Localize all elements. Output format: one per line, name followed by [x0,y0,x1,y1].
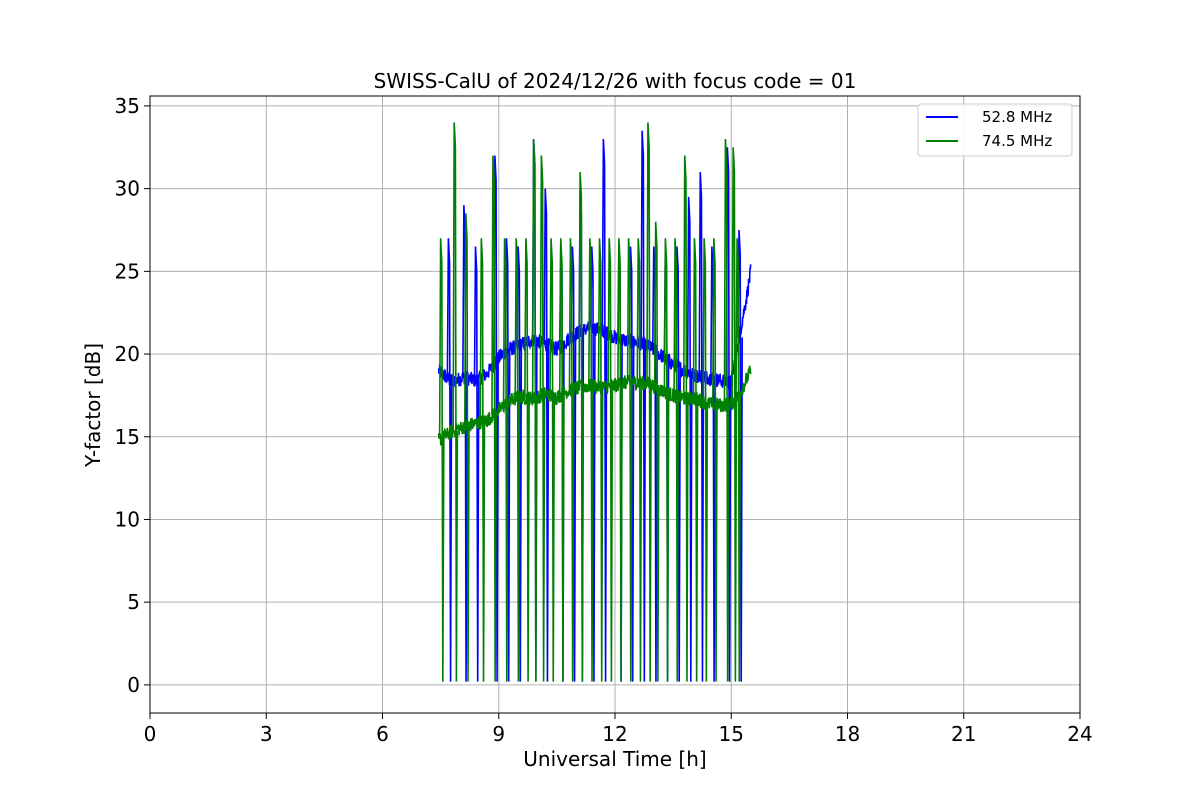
chart-title: SWISS-CalU of 2024/12/26 with focus code… [374,69,857,93]
series-spike [698,172,705,682]
series-spike [543,188,550,682]
series-spike [568,238,575,682]
series-spike [640,130,647,682]
series-spike [549,238,556,682]
series-spike [479,238,486,682]
axis-ticks: 0 3 6 9 12 15 18 21 24 0 5 10 15 20 25 30 35 [115,94,1093,746]
x-tick-label: 21 [951,722,976,746]
series-spike [686,196,693,682]
series-spike [514,238,521,682]
x-tick-label: 12 [602,722,627,746]
y-tick-label: 20 [115,342,140,366]
series-spike [626,238,633,682]
series-layer [437,122,752,682]
series-74-5-mhz [437,122,752,682]
legend: 52.8 MHz 74.5 MHz [917,103,1073,157]
series-spike [502,238,509,682]
series-spike [653,221,660,682]
legend-label-74-5-mhz: 74.5 MHz [982,132,1052,150]
series-spike [491,155,497,682]
x-tick-label: 24 [1067,722,1092,746]
series-spike [692,238,699,682]
series-spike [597,238,604,682]
y-tick-label: 10 [115,507,140,531]
y-tick-label: 25 [115,259,140,283]
series-spike [673,238,680,682]
series-spike [558,238,565,682]
series-spike [531,138,538,682]
series-spike [702,238,709,682]
series-spike [636,238,643,682]
series-spike [731,147,738,682]
series-baseline-line [437,365,752,446]
x-tick-label: 15 [719,722,744,746]
series-spike [601,138,608,682]
x-tick-label: 3 [260,722,273,746]
series-spike [617,238,623,682]
series-spike [464,213,470,682]
x-axis-title: Universal Time [h] [523,747,706,771]
y-tick-label: 5 [127,590,140,614]
y-tick-label: 30 [115,177,140,201]
x-tick-label: 9 [492,722,505,746]
legend-label-52-8-mhz: 52.8 MHz [982,108,1052,126]
y-tick-label: 15 [115,425,140,449]
series-spike [588,238,594,682]
y-tick-label: 35 [115,94,140,118]
series-spike [473,246,480,682]
series-spike [663,238,670,682]
series-spike [723,138,730,682]
series-spike [646,122,652,682]
series-spike [682,155,689,682]
series-spike [438,238,445,682]
x-tick-label: 0 [144,722,157,746]
y-axis-title: Y-factor [dB] [81,343,105,468]
x-tick-label: 18 [835,722,860,746]
series-spike [735,238,742,682]
x-tick-label: 6 [376,722,389,746]
series-spike [452,122,459,682]
series-spike [607,238,614,682]
series-spike [712,238,718,682]
series-spike [446,238,453,682]
series-spike [539,155,546,682]
series-spike [524,238,530,682]
y-tick-label: 0 [127,673,140,697]
series-spike [578,172,585,682]
